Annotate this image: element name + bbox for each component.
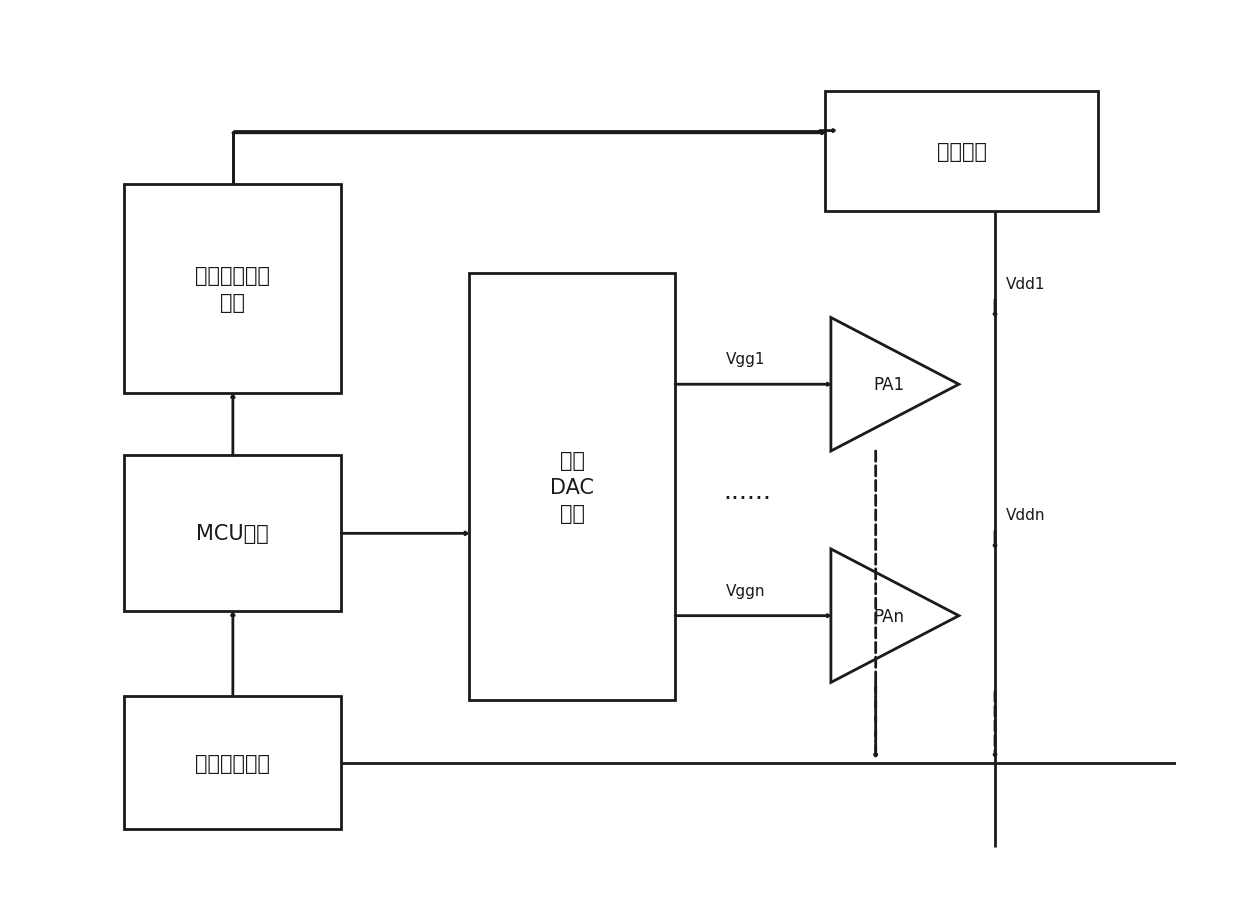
Text: ......: ...... xyxy=(724,479,772,504)
Text: 电压
DAC
模块: 电压 DAC 模块 xyxy=(550,451,595,524)
Bar xyxy=(825,91,1098,211)
Text: PA1: PA1 xyxy=(873,376,904,394)
Bar xyxy=(124,456,341,611)
Bar xyxy=(124,696,341,829)
Text: 漏极供电控制
模块: 漏极供电控制 模块 xyxy=(196,266,270,312)
Text: Vgg1: Vgg1 xyxy=(726,352,764,367)
Polygon shape xyxy=(831,549,959,683)
Bar xyxy=(124,185,341,394)
Text: Vggn: Vggn xyxy=(726,583,764,598)
Text: Vddn: Vddn xyxy=(1006,507,1046,523)
Bar xyxy=(470,274,675,701)
Text: MCU模块: MCU模块 xyxy=(197,524,269,544)
Text: Vdd1: Vdd1 xyxy=(1006,276,1046,292)
Text: PAn: PAn xyxy=(873,607,904,625)
Text: 电源模块: 电源模块 xyxy=(937,142,986,162)
Polygon shape xyxy=(831,318,959,452)
Text: 温度采样模块: 温度采样模块 xyxy=(196,753,270,773)
